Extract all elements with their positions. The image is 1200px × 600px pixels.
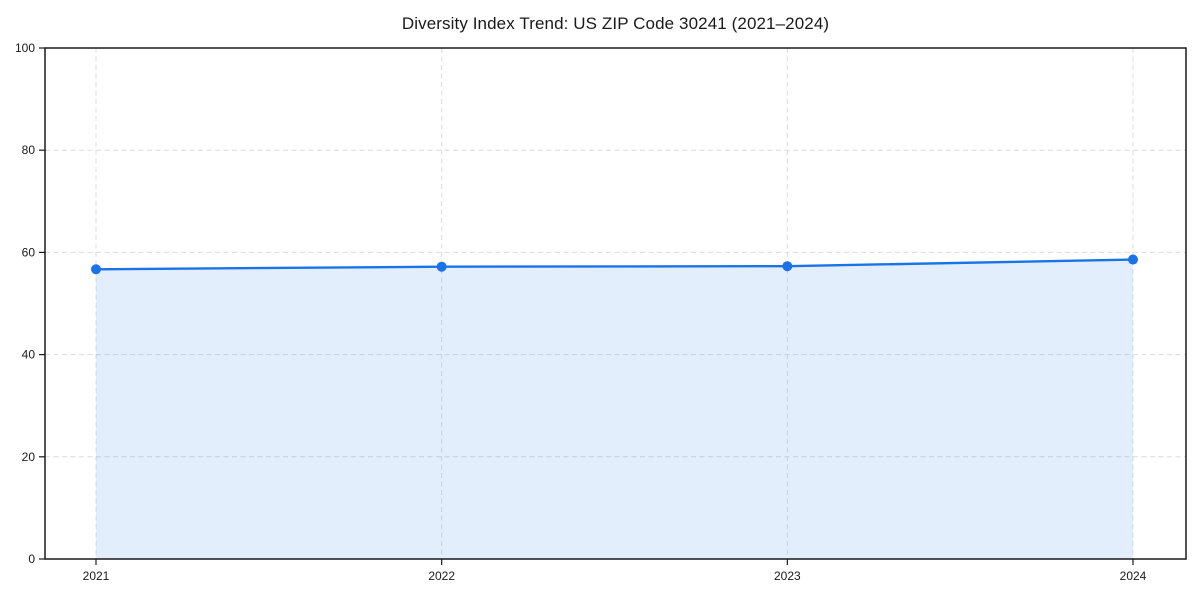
- chart-title: Diversity Index Trend: US ZIP Code 30241…: [401, 14, 830, 33]
- x-tick-label-2024: 2024: [1120, 569, 1147, 583]
- y-tick-label-100: 100: [15, 41, 35, 55]
- data-point-2022: [436, 261, 447, 272]
- x-tick-label-2021: 2021: [83, 569, 110, 583]
- data-point-2021: [91, 264, 101, 275]
- data-point-2023: [782, 261, 793, 272]
- plot-border: [44, 47, 1187, 560]
- y-tick-label-20: 20: [22, 450, 36, 464]
- area-fill: [96, 259, 1133, 559]
- y-tick-label-0: 0: [28, 552, 35, 566]
- x-tick-label-2023: 2023: [774, 569, 801, 583]
- data-point-2024: [1128, 254, 1138, 265]
- trend-line: [94, 258, 1135, 271]
- y-tick-label-60: 60: [22, 245, 36, 259]
- y-tick-label-80: 80: [22, 143, 36, 157]
- y-tick-label-40: 40: [22, 348, 36, 362]
- x-tick-label-2022: 2022: [428, 569, 455, 583]
